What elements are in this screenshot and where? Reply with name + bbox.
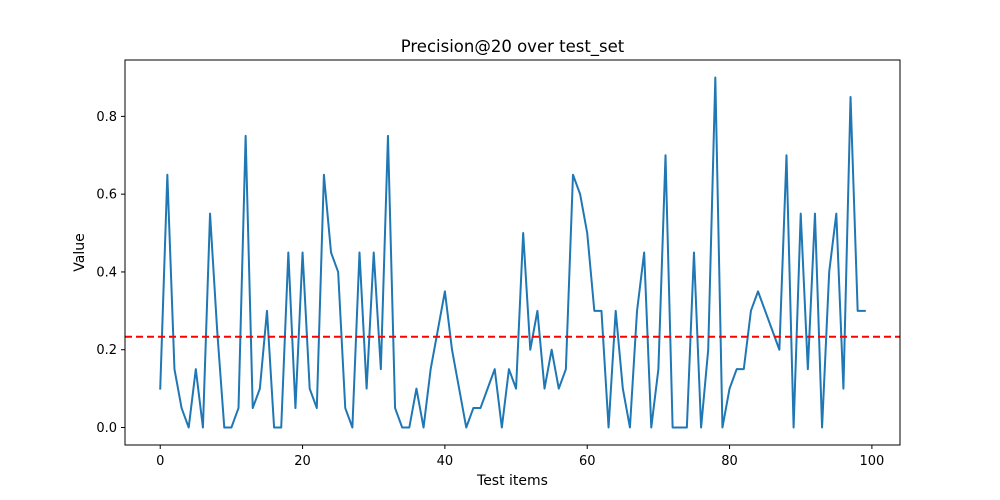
x-tick-label: 20 — [294, 454, 311, 469]
x-tick-label: 0 — [156, 454, 164, 469]
y-axis: 0.0 0.2 0.4 0.6 0.8 — [96, 110, 125, 436]
x-tick-label: 80 — [721, 454, 738, 469]
plot-area — [125, 76, 900, 429]
y-tick-label: 0.6 — [96, 188, 117, 203]
x-tick-label: 40 — [437, 454, 454, 469]
y-tick-label: 0.2 — [96, 343, 117, 358]
x-axis: 0 20 40 60 80 100 — [156, 445, 884, 469]
y-tick-label: 0.4 — [96, 265, 117, 280]
x-tick-label: 60 — [579, 454, 596, 469]
y-axis-title: Value — [72, 233, 88, 271]
axes-frame — [124, 59, 901, 446]
chart-title: Precision@20 over test_set — [401, 37, 625, 57]
y-tick-label: 0.8 — [96, 110, 117, 125]
x-axis-title: Test items — [476, 473, 548, 489]
y-tick-label: 0.0 — [96, 421, 117, 436]
series-line — [159, 76, 866, 429]
x-tick-label: 100 — [859, 454, 884, 469]
